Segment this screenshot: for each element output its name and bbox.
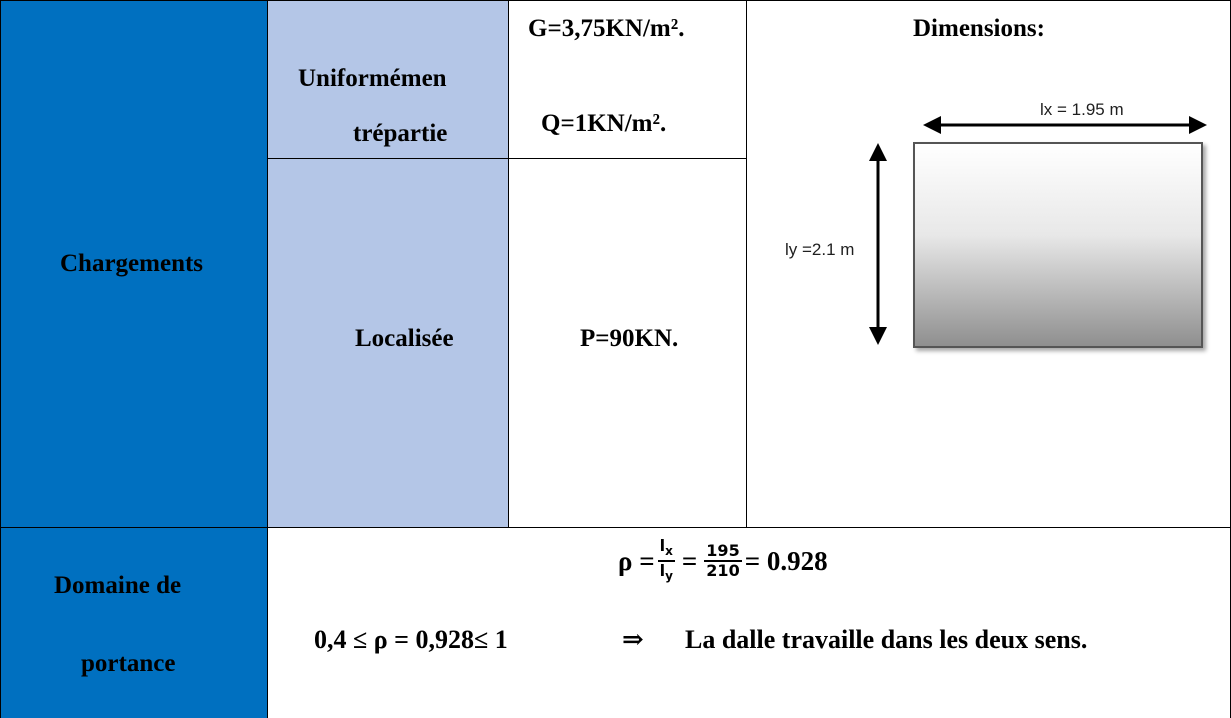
row-divider-uniform bbox=[267, 158, 747, 159]
ly-arrow-bottom-head bbox=[869, 327, 887, 345]
lx-num: l bbox=[659, 536, 666, 555]
rho-symbol: ρ = bbox=[618, 545, 655, 576]
table-top-border bbox=[0, 0, 1231, 1]
uniform-label-line2: trépartie bbox=[353, 120, 448, 147]
ly-den-sub: y bbox=[665, 569, 673, 584]
col-divider-2 bbox=[508, 0, 509, 527]
uniform-label-line1: Uniformémen bbox=[298, 65, 447, 92]
col-divider-1 bbox=[267, 0, 268, 718]
fraction-denominator: 210 bbox=[706, 561, 740, 581]
uniform-label-cell bbox=[268, 0, 508, 158]
chargements-header-cell bbox=[0, 0, 267, 527]
q-load-value: Q=1KN/m². bbox=[541, 110, 667, 137]
domaine-header-line2: portance bbox=[81, 650, 176, 677]
chargements-header: Chargements bbox=[60, 250, 204, 277]
lx-arrow-left-head bbox=[923, 116, 941, 134]
domaine-header-line1: Domaine de bbox=[54, 572, 182, 599]
lx-over-ly-fraction: lx ly bbox=[657, 536, 675, 585]
conclusion-text: La dalle travaille dans les deux sens. bbox=[685, 625, 1088, 654]
slab-rectangle bbox=[913, 142, 1203, 348]
row-divider-main bbox=[0, 527, 1231, 528]
lx-num-sub: x bbox=[665, 544, 673, 559]
ly-den: l bbox=[659, 561, 666, 581]
numeric-fraction: 195 210 bbox=[704, 541, 742, 581]
fraction-numerator: 195 bbox=[704, 541, 742, 563]
ly-arrow-top-head bbox=[869, 143, 887, 161]
implies-arrow: ⇒ bbox=[622, 625, 644, 654]
rho-condition: 0,4 ≤ ρ = 0,928≤ 1 bbox=[314, 625, 508, 654]
localisee-label: Localisée bbox=[355, 325, 454, 352]
lx-arrow-right-head bbox=[1189, 116, 1207, 134]
col-divider-3 bbox=[746, 0, 747, 527]
formula-equals: = bbox=[681, 545, 698, 576]
table-left-border bbox=[0, 0, 1, 718]
rho-result: = 0.928 bbox=[744, 545, 828, 576]
g-load-value: G=3,75KN/m². bbox=[528, 15, 685, 42]
rho-formula: ρ = lx ly = 195 210 = 0.928 bbox=[618, 537, 828, 585]
lx-label: lx = 1.95 m bbox=[1040, 100, 1124, 119]
ly-label: ly =2.1 m bbox=[784, 238, 856, 262]
domaine-header-cell bbox=[0, 528, 267, 718]
p-load-value: P=90KN. bbox=[580, 325, 679, 352]
dimensions-title: Dimensions: bbox=[913, 15, 1045, 42]
localisee-label-cell bbox=[268, 159, 508, 527]
